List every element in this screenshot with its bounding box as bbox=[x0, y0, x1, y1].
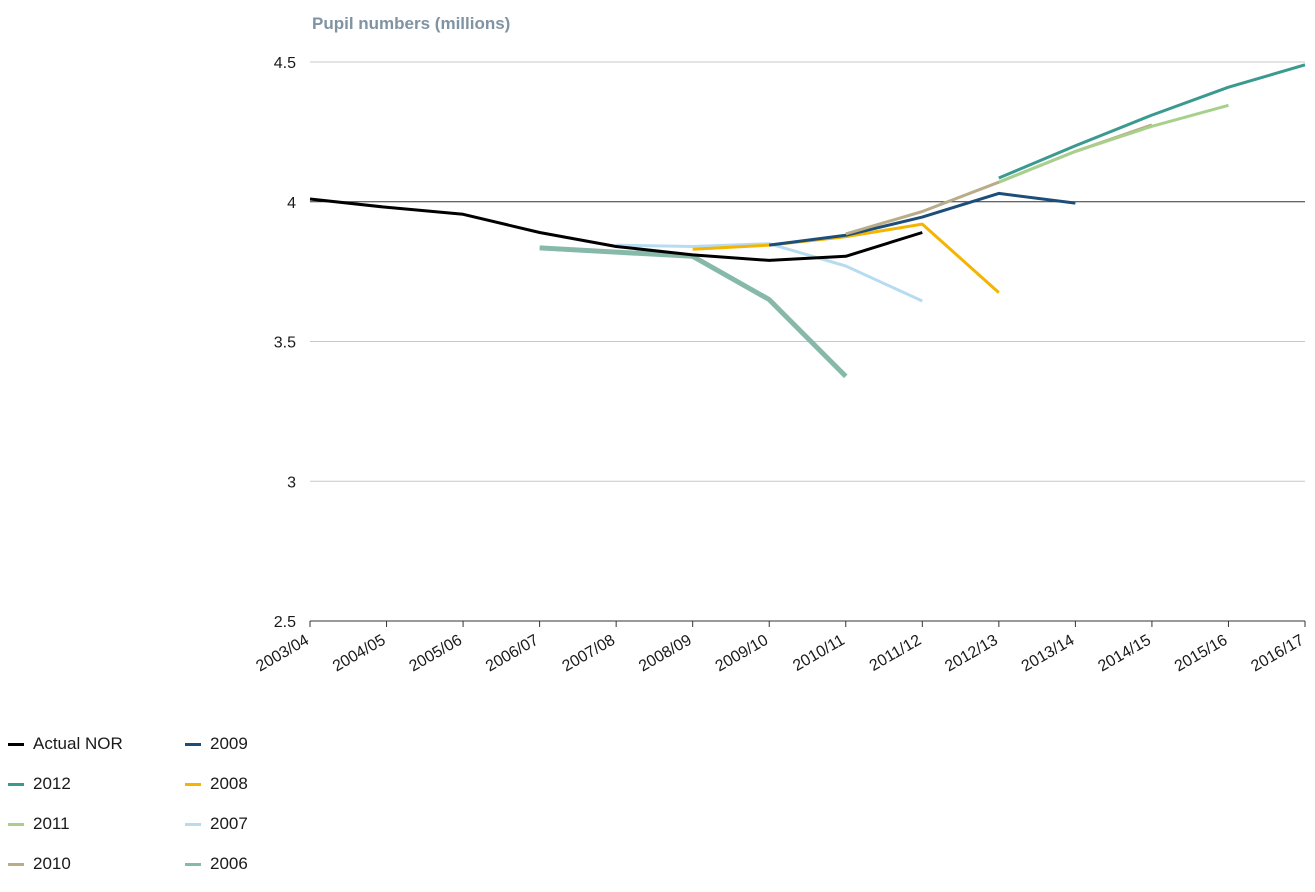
legend-swatch bbox=[8, 822, 24, 826]
legend-item: 2008 bbox=[185, 773, 248, 795]
series-line-actual-nor bbox=[309, 197, 923, 262]
y-tick-label: 4 bbox=[287, 195, 296, 212]
x-tick-label: 2016/17 bbox=[1248, 632, 1307, 676]
legend-swatch bbox=[185, 862, 201, 866]
legend-swatch bbox=[8, 862, 24, 866]
legend-swatch bbox=[8, 782, 24, 786]
legend-item: 2007 bbox=[185, 813, 248, 835]
y-axis-title: Pupil numbers (millions) bbox=[312, 14, 510, 33]
x-tick-label: 2007/08 bbox=[560, 632, 619, 676]
legend-label: 2006 bbox=[210, 854, 248, 873]
line-chart: Pupil numbers (millions) 2.5 3 3.5 4 4.5 2003… bbox=[253, 14, 1307, 675]
y-tick-label: 2.5 bbox=[274, 614, 296, 631]
x-tick-label: 2012/13 bbox=[942, 632, 1001, 676]
legend-item: 2010 bbox=[8, 853, 71, 875]
legend-swatch bbox=[185, 782, 201, 786]
x-tick-label: 2008/09 bbox=[636, 632, 695, 676]
legend-item: 2009 bbox=[185, 733, 248, 755]
x-tick-label: 2004/05 bbox=[330, 632, 389, 676]
legend-item: 2012 bbox=[8, 773, 71, 795]
legend-label: 2011 bbox=[33, 814, 70, 833]
legend-item: 2011 bbox=[8, 813, 70, 835]
x-tick-label: 2014/15 bbox=[1095, 632, 1154, 676]
legend-label: 2007 bbox=[210, 814, 248, 833]
legend-label: Actual NOR bbox=[33, 734, 123, 753]
legend-item: Actual NOR bbox=[8, 733, 123, 755]
series-lines bbox=[309, 63, 1306, 379]
x-tick-label: 2003/04 bbox=[253, 632, 312, 676]
x-tick-label: 2010/11 bbox=[790, 632, 848, 675]
x-tick-label: 2015/16 bbox=[1172, 632, 1231, 676]
series-line-2009 bbox=[769, 191, 1076, 247]
legend-label: 2012 bbox=[33, 774, 71, 793]
x-tick-label: 2013/14 bbox=[1019, 632, 1078, 676]
legend-label: 2010 bbox=[33, 854, 71, 873]
series-line-2011 bbox=[998, 103, 1229, 184]
legend-swatch bbox=[185, 742, 201, 746]
series-line-2012 bbox=[998, 63, 1306, 180]
series-line-2006 bbox=[539, 245, 848, 379]
x-tick-label: 2005/06 bbox=[406, 632, 465, 676]
legend-item: 2006 bbox=[185, 853, 248, 875]
legend-swatch bbox=[8, 742, 24, 746]
legend-label: 2009 bbox=[210, 734, 248, 753]
x-tick-label: 2006/07 bbox=[483, 632, 542, 676]
x-tick-label: 2011/12 bbox=[867, 632, 925, 675]
y-tick-label: 3.5 bbox=[274, 335, 296, 352]
legend-label: 2008 bbox=[210, 774, 248, 793]
y-tick-label: 4.5 bbox=[274, 55, 296, 72]
y-tick-label: 3 bbox=[287, 474, 296, 491]
x-tick-label: 2009/10 bbox=[713, 632, 772, 676]
legend-swatch bbox=[185, 822, 201, 826]
axes: 2.5 3 3.5 4 4.5 2003/04 2004/05 2005/06 2006/07 2… bbox=[253, 55, 1307, 675]
